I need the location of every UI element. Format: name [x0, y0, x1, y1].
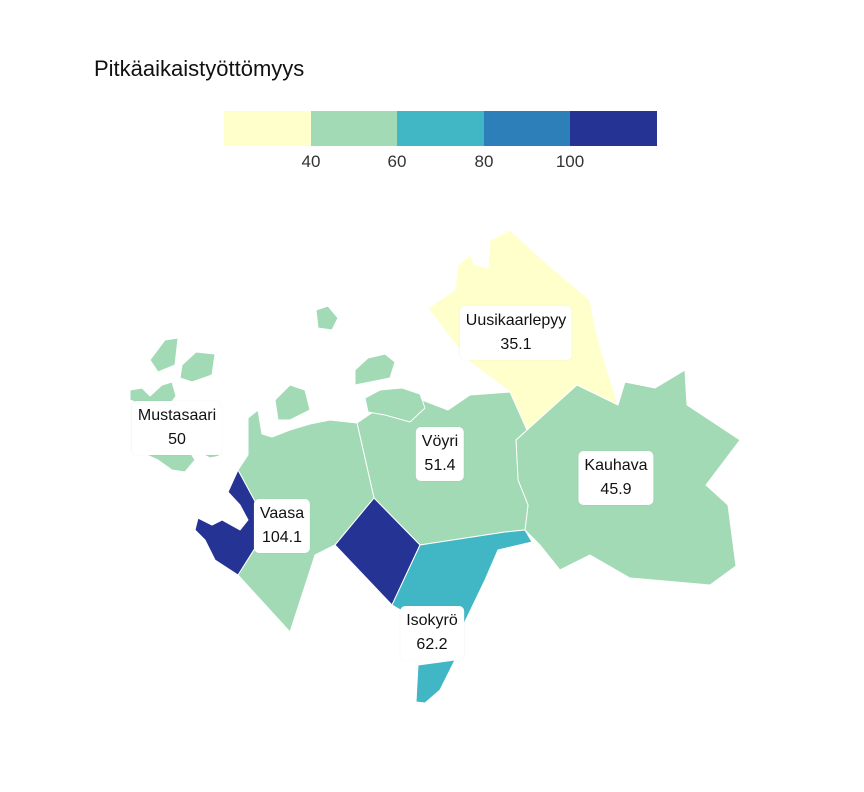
region-value: 104.1	[261, 529, 303, 546]
legend-swatch	[311, 111, 398, 146]
label-mustasaari: Mustasaari 50	[131, 401, 223, 455]
region-name: Vöyri	[421, 433, 459, 450]
region-name: Uusikaarlepyy	[465, 312, 567, 329]
label-uusikaarlepyy: Uusikaarlepyy 35.1	[459, 306, 573, 360]
region-name: Vaasa	[259, 505, 305, 522]
legend-swatch	[397, 111, 484, 146]
label-vaasa: Vaasa 104.1	[253, 499, 311, 553]
legend-tick-label: 60	[387, 152, 407, 171]
legend-swatch	[484, 111, 571, 146]
map-title: Pitkäaikaistyöttömyys	[94, 56, 305, 81]
legend-swatch	[570, 111, 657, 146]
label-isokyro: Isokyrö 62.2	[400, 606, 464, 660]
region-value: 35.1	[500, 336, 532, 353]
legend-swatch	[224, 111, 311, 146]
legend-tick-label: 40	[301, 152, 321, 171]
region-value: 62.2	[416, 636, 448, 653]
label-voyri: Vöyri 51.4	[415, 427, 465, 481]
region-mustasaari[interactable]	[129, 337, 375, 633]
legend-tick-label: 80	[474, 152, 494, 171]
region-value: 50	[168, 431, 186, 448]
region-name: Kauhava	[584, 457, 648, 474]
region-name: Isokyrö	[406, 612, 458, 629]
region-name: Mustasaari	[137, 407, 217, 424]
legend-tick-label: 100	[555, 152, 585, 171]
region-value: 45.9	[600, 481, 632, 498]
label-kauhava: Kauhava 45.9	[578, 451, 654, 505]
region-value: 51.4	[424, 457, 456, 474]
region-vaasa[interactable]	[194, 469, 421, 606]
